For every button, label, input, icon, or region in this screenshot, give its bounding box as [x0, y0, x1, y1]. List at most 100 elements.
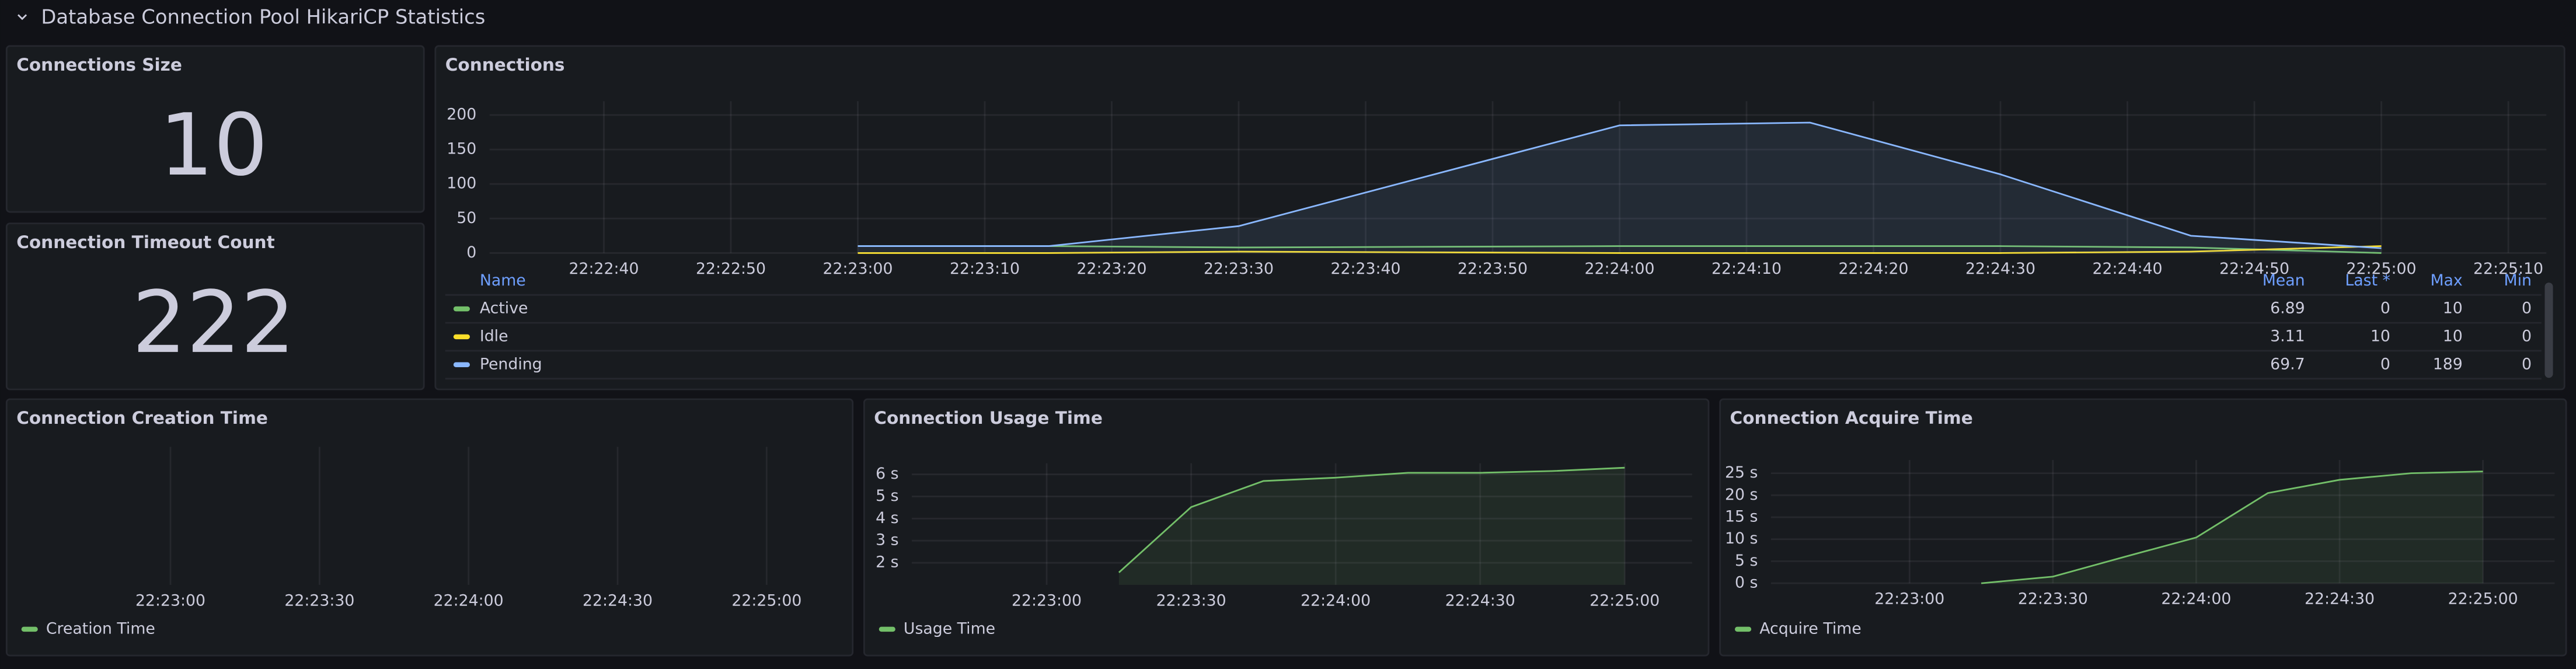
legend-header: Max — [2431, 271, 2463, 290]
x-tick-label: 22:23:30 — [1204, 260, 1274, 278]
x-tick-label: 22:23:00 — [135, 592, 205, 610]
legend-name: Idle — [480, 327, 508, 345]
x-tick-label: 22:23:00 — [822, 260, 893, 278]
legend-stat: 0 — [2522, 299, 2532, 318]
x-tick-label: 22:25:00 — [731, 592, 801, 610]
legend-name: Pending — [480, 355, 542, 373]
legend-stat: 0 — [2380, 299, 2390, 318]
row-toggle[interactable] — [18, 14, 27, 20]
x-tick-label: 22:24:40 — [2093, 260, 2163, 278]
x-tick-label: 22:23:30 — [2018, 590, 2088, 608]
y-tick-label: 200 — [447, 106, 476, 124]
x-tick-label: 22:24:30 — [2305, 590, 2375, 608]
legend-swatch — [879, 626, 895, 632]
legend-header: Mean — [2263, 271, 2305, 290]
x-tick-label: 22:24:00 — [1585, 260, 1655, 278]
y-tick-label: 10 s — [1725, 529, 1758, 548]
panel-title: Connection Acquire Time — [1730, 408, 1973, 428]
x-tick-label: 22:24:50 — [2219, 260, 2289, 278]
series-line — [857, 121, 2382, 249]
x-tick-label: 22:25:00 — [2347, 260, 2417, 278]
y-tick-label: 150 — [447, 140, 476, 158]
y-tick-label: 25 s — [1725, 464, 1758, 482]
legend-stat: 189 — [2433, 355, 2463, 373]
y-tick-label: 0 — [466, 243, 476, 262]
x-tick-label: 22:23:20 — [1076, 260, 1146, 278]
series-line — [857, 245, 2382, 254]
stat-value: 222 — [132, 273, 295, 372]
legend-name: Creation Time — [46, 619, 155, 637]
legend-name: Active — [480, 299, 528, 318]
legend-stat: 10 — [2371, 327, 2390, 345]
legend-stat: 69.7 — [2270, 355, 2305, 373]
panel — [5, 45, 425, 213]
x-tick-label: 22:23:50 — [1458, 260, 1528, 278]
scrollbar — [2544, 283, 2553, 378]
x-tick-label: 22:23:30 — [284, 592, 354, 610]
x-tick-label: 22:23:00 — [1012, 592, 1082, 610]
legend-stat: 10 — [2443, 299, 2463, 318]
y-tick-label: 50 — [456, 209, 476, 227]
legend-stat: 10 — [2443, 327, 2463, 345]
series-line — [857, 245, 2382, 254]
y-tick-label: 4 s — [876, 509, 898, 527]
x-tick-label: 22:24:10 — [1711, 260, 1782, 278]
series-line — [1981, 471, 2483, 584]
x-tick-label: 22:25:00 — [2448, 590, 2518, 608]
panel-title: Connection Creation Time — [16, 408, 268, 428]
y-tick-label: 3 s — [876, 531, 898, 549]
panel-title: Connections — [445, 55, 565, 75]
panel-title: Connections Size — [16, 55, 182, 75]
series-line — [1118, 466, 1625, 573]
panel-title: Connection Timeout Count — [16, 232, 275, 252]
legend-swatch — [453, 334, 470, 340]
x-tick-label: 22:24:20 — [1839, 260, 1909, 278]
legend-swatch — [453, 306, 470, 312]
y-tick-label: 100 — [447, 175, 476, 193]
stat-value: 10 — [159, 95, 268, 195]
area-fill — [1981, 471, 2483, 584]
panel-title: Connection Usage Time — [874, 408, 1103, 428]
x-tick-label: 22:23:30 — [1156, 592, 1226, 610]
legend-stat: 0 — [2380, 355, 2390, 373]
legend-stat: 3.11 — [2270, 327, 2305, 345]
y-tick-label: 6 s — [876, 465, 898, 483]
legend-stat: 0 — [2522, 355, 2532, 373]
row-title[interactable]: Database Connection Pool HikariCP Statis… — [41, 5, 485, 28]
legend-header: Last * — [2345, 271, 2390, 290]
x-tick-label: 22:24:30 — [583, 592, 653, 610]
x-tick-label: 22:22:40 — [569, 260, 639, 278]
panel — [863, 398, 1710, 657]
x-tick-label: 22:24:30 — [1965, 260, 2035, 278]
x-tick-label: 22:24:30 — [1445, 592, 1515, 610]
legend-name: Acquire Time — [1759, 619, 1862, 637]
x-tick-label: 22:23:40 — [1331, 260, 1401, 278]
y-tick-label: 2 s — [876, 553, 898, 572]
legend-swatch — [453, 362, 470, 368]
x-tick-label: 22:24:00 — [434, 592, 504, 610]
legend-stat: 0 — [2522, 327, 2532, 345]
x-tick-label: 22:25:10 — [2473, 260, 2543, 278]
x-tick-label: 22:24:00 — [2161, 590, 2231, 608]
x-tick-label: 22:25:00 — [1589, 592, 1660, 610]
legend-swatch — [21, 626, 38, 632]
y-tick-label: 20 s — [1725, 486, 1758, 504]
panel — [434, 45, 2565, 391]
y-tick-label: 5 s — [1735, 552, 1758, 570]
legend-name: Usage Time — [904, 619, 995, 637]
legend-swatch — [1735, 626, 1752, 632]
x-tick-label: 22:22:50 — [696, 260, 766, 278]
legend-header: Min — [2504, 271, 2532, 290]
y-tick-label: 0 s — [1735, 574, 1758, 592]
legend-header: Name — [480, 271, 526, 290]
y-tick-label: 15 s — [1725, 508, 1758, 526]
panel — [1719, 398, 2567, 657]
panel — [5, 398, 854, 657]
x-tick-label: 22:24:00 — [1301, 592, 1371, 610]
legend-stat: 6.89 — [2270, 299, 2305, 318]
x-tick-label: 22:23:10 — [950, 260, 1020, 278]
y-tick-label: 5 s — [876, 487, 898, 505]
area-fill — [1118, 468, 1625, 585]
